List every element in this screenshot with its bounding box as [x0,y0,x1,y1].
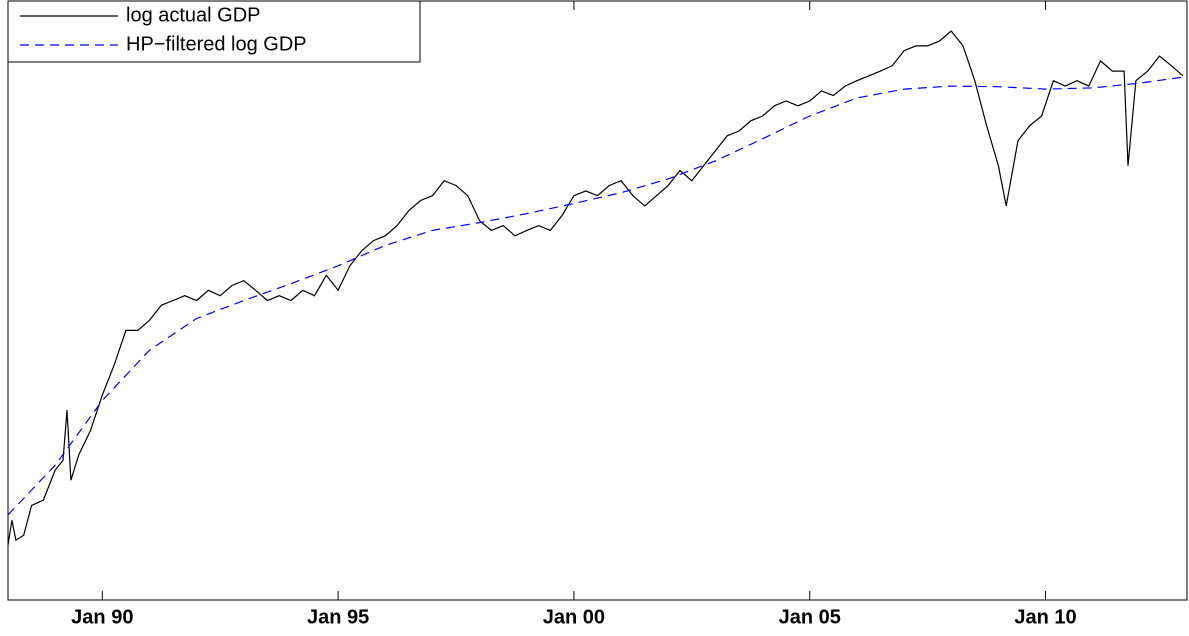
x-tick-label: Jan 95 [307,606,369,628]
x-tick-label: Jan 00 [543,606,605,628]
plot-frame [7,0,1188,601]
x-tick-label: Jan 90 [71,606,133,628]
series-line [7,76,1184,516]
legend-box [7,0,421,63]
x-tick-label: Jan 05 [779,606,841,628]
series-line [7,30,1184,545]
x-tick-label: Jan 10 [1014,606,1076,628]
legend-label: HP−filtered log GDP [126,33,307,55]
legend-label: log actual GDP [126,4,261,26]
